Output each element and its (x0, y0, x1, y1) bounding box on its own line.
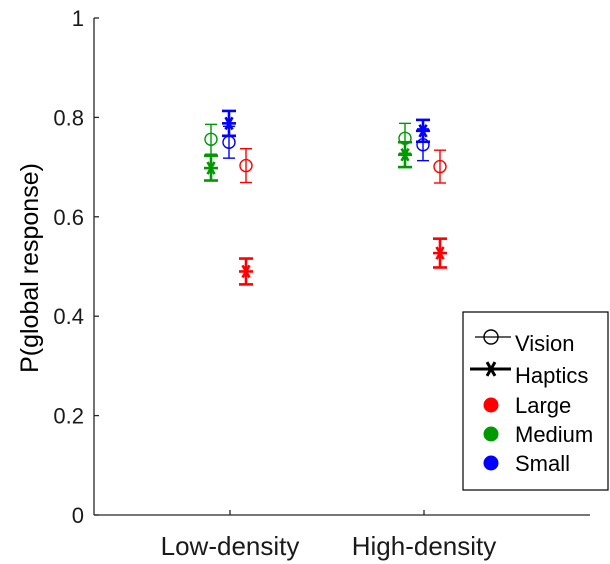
legend-small-dot (483, 455, 499, 471)
point-vision-medium (204, 132, 218, 146)
legend-large-label: Large (515, 393, 571, 418)
errorbar-vision-medium (205, 123, 217, 155)
legend-vision-label: Vision (515, 331, 575, 356)
point-vision-large (433, 159, 447, 174)
errorbar-vision-large (434, 149, 446, 184)
y-tick-label: 0.4 (53, 304, 84, 329)
point-haptics-medium (204, 161, 218, 175)
data-marks (204, 109, 447, 286)
point-haptics-large (433, 246, 447, 260)
point-haptics-medium (398, 147, 412, 162)
legend-medium-dot (483, 426, 499, 442)
legend-medium-label: Medium (515, 422, 593, 447)
y-ticks: 0 0.2 0.4 0.6 0.8 1 (53, 6, 99, 528)
y-axis-label: P(global response) (16, 163, 44, 373)
y-tick-label: 0.6 (53, 205, 84, 230)
legend-large-dot (483, 397, 499, 413)
y-tick-label: 0.2 (53, 404, 84, 429)
point-haptics-large (239, 264, 253, 279)
point-vision-large (239, 158, 253, 173)
y-tick-label: 1 (72, 6, 84, 31)
point-haptics-small (222, 116, 236, 131)
axes (93, 18, 590, 516)
errorbar-vision-large (240, 148, 252, 184)
x-tick-label: Low-density (161, 531, 300, 561)
legend-vision-marker (483, 329, 499, 345)
legend: Vision Haptics Large Medium Small (462, 311, 609, 491)
y-tick-label: 0 (72, 503, 84, 528)
x-tick-label: High-density (352, 531, 497, 561)
point-haptics-small (416, 124, 430, 138)
legend-haptics-label: Haptics (515, 363, 588, 388)
x-ticks: Low-density High-density (161, 510, 497, 561)
y-tick-label: 0.8 (53, 105, 84, 130)
legend-small-label: Small (515, 451, 570, 476)
legend-haptics-marker (483, 361, 499, 377)
